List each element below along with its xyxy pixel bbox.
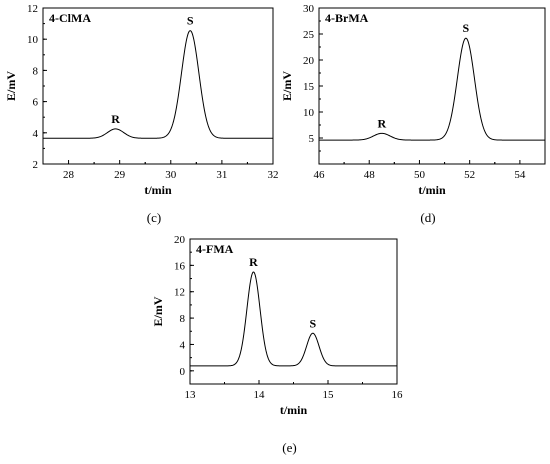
y-axis-title: E/mV <box>4 71 18 101</box>
x-tick-label: 29 <box>114 169 126 181</box>
panel-caption: (e) <box>282 440 296 455</box>
x-tick-label: 31 <box>216 169 227 181</box>
y-tick-label: 6 <box>33 97 39 109</box>
y-tick-label: 10 <box>303 107 315 119</box>
peak-label-s: S <box>187 14 194 28</box>
chromatogram-trace <box>190 271 397 367</box>
x-axis-title: t/min <box>418 183 446 197</box>
panel-title: 4-FMA <box>196 242 234 256</box>
x-tick-label: 13 <box>185 389 197 401</box>
x-axis-title: t/min <box>144 183 172 197</box>
y-tick-label: 15 <box>303 81 315 93</box>
x-tick-label: 16 <box>392 389 404 401</box>
chart-panel-1: 28 29 30 31 32 2 4 6 8 10 12 R S 4-ClMA t/min E/mV (c) <box>4 3 279 225</box>
chart-panel-3: 13 14 15 16 0 4 8 12 16 20 R S 4-FMA t/min E/mV (e) <box>151 234 403 455</box>
y-tick-label: 30 <box>303 3 315 15</box>
peak-label-s: S <box>463 21 470 35</box>
y-axis-title: E/mV <box>151 296 165 326</box>
y-tick-label: 5 <box>309 133 315 145</box>
x-tick-label: 30 <box>165 169 177 181</box>
panel-title: 4-ClMA <box>49 11 91 25</box>
y-tick-label: 8 <box>180 313 186 325</box>
peak-label-r: R <box>111 112 120 126</box>
y-tick-label: 20 <box>303 55 315 67</box>
x-axis-title: t/min <box>280 403 308 417</box>
x-tick-label: 15 <box>323 389 335 401</box>
x-tick-label: 46 <box>314 169 326 181</box>
x-tick-label: 32 <box>268 169 279 181</box>
y-tick-label: 25 <box>303 29 315 41</box>
y-tick-label: 4 <box>33 128 39 140</box>
y-tick-label: 20 <box>174 234 186 246</box>
y-tick-label: 2 <box>33 159 39 171</box>
peak-label-s: S <box>309 316 316 330</box>
y-tick-label: 4 <box>180 339 186 351</box>
plot-frame <box>42 7 274 165</box>
x-tick-label: 50 <box>414 169 426 181</box>
peak-label-r: R <box>249 255 258 269</box>
y-tick-label: 8 <box>33 65 39 77</box>
plot-frame <box>189 238 398 385</box>
y-tick-label: 12 <box>174 287 185 299</box>
chart-panel-2: 46 48 50 52 54 5 10 15 20 25 30 R S 4-BrMA t/min E/mV (d… <box>280 3 546 225</box>
x-tick-label: 14 <box>254 389 266 401</box>
x-tick-label: 52 <box>464 169 475 181</box>
panel-title: 4-BrMA <box>325 11 369 25</box>
panel-caption: (c) <box>147 210 161 225</box>
chromatogram-trace <box>319 37 545 141</box>
x-tick-label: 48 <box>364 169 376 181</box>
x-tick-label: 54 <box>514 169 526 181</box>
plot-frame <box>318 7 546 165</box>
chromatogram-trace <box>43 30 273 139</box>
y-tick-label: 0 <box>180 366 186 378</box>
y-tick-label: 10 <box>27 34 39 46</box>
y-tick-label: 12 <box>27 3 38 15</box>
panel-caption: (d) <box>420 210 435 225</box>
peak-label-r: R <box>377 116 386 130</box>
y-tick-label: 16 <box>174 260 186 272</box>
y-axis-title: E/mV <box>280 71 294 101</box>
x-tick-label: 28 <box>63 169 75 181</box>
